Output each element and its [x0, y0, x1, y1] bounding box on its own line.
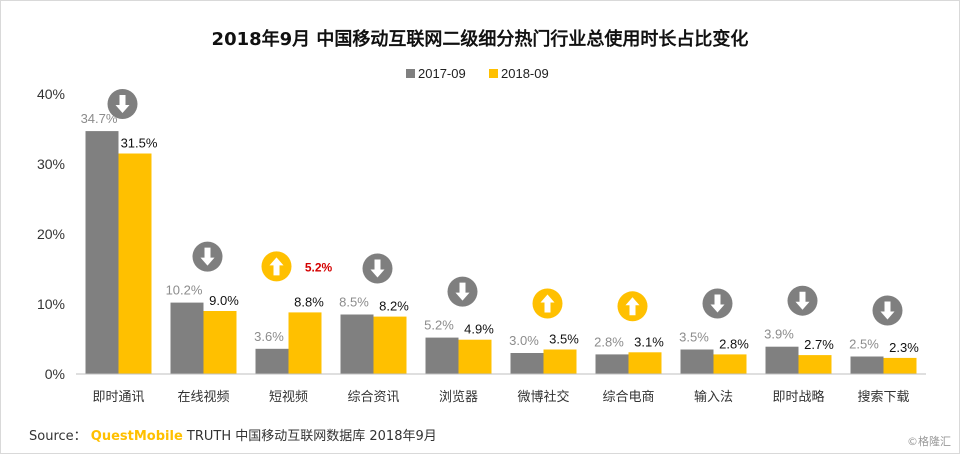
y-tick-label: 30% [37, 156, 65, 172]
arrow-down-icon [702, 288, 733, 319]
y-tick-label: 10% [37, 296, 65, 312]
arrow-up-icon [261, 251, 292, 282]
bar [850, 356, 884, 374]
arrow-down-icon [787, 285, 818, 316]
arrow-down-icon [447, 276, 478, 307]
bar [85, 131, 119, 374]
bar [765, 346, 799, 374]
bar-chart: 2018年9月 中国移动互联网二级细分热门行业总使用时长占比变化 2017-09… [37, 28, 926, 405]
data-label: 3.0% [509, 333, 539, 348]
data-label: 2.3% [889, 340, 919, 355]
data-label: 5.2% [424, 318, 454, 333]
source-note: Source： QuestMobile TRUTH 中国移动互联网数据库 201… [29, 425, 437, 444]
legend-label: 2017-09 [418, 66, 466, 81]
data-label: 2.8% [594, 334, 624, 349]
x-tick-label: 综合电商 [602, 390, 654, 405]
y-tick-label: 0% [45, 366, 65, 382]
bar [118, 153, 152, 374]
bar [595, 354, 629, 374]
arrow-down-icon [107, 89, 138, 119]
bar [340, 314, 374, 374]
bar [373, 316, 407, 374]
data-label: 34.7% [81, 111, 118, 126]
y-tick-label: 20% [37, 226, 65, 242]
y-axis: 0% 10% 20% 30% 40% [37, 86, 65, 382]
data-label: 10.2% [166, 283, 203, 298]
arrow-up-icon [532, 288, 563, 319]
legend-swatch [489, 69, 498, 78]
x-tick-label: 浏览器 [439, 389, 478, 405]
bar [543, 349, 577, 374]
legend-swatch [406, 69, 415, 78]
legend-label: 2018-09 [501, 66, 549, 81]
bar [425, 337, 459, 374]
data-label: 8.2% [379, 299, 409, 314]
x-tick-label: 微博社交 [517, 389, 569, 405]
annotation-label: 5.2% [305, 260, 333, 274]
data-label: 2.5% [849, 337, 879, 352]
bars [85, 131, 917, 374]
bar [628, 352, 662, 374]
legend: 2017-09 2018-09 [406, 66, 549, 81]
data-label: 8.5% [339, 295, 369, 310]
arrow-down-icon [362, 253, 393, 284]
bar [458, 339, 492, 374]
data-label: 2.7% [804, 337, 834, 352]
data-label: 31.5% [121, 136, 158, 151]
x-tick-label: 输入法 [694, 389, 733, 405]
data-label: 3.1% [634, 334, 664, 349]
source-prefix: Source： [29, 429, 87, 444]
y-tick-label: 40% [37, 86, 65, 102]
x-tick-label: 综合资讯 [347, 390, 399, 405]
x-tick-label: 即时战略 [772, 389, 824, 405]
bar [713, 354, 747, 374]
bar [883, 357, 917, 374]
bar [255, 348, 289, 374]
watermark: ©格隆汇 [907, 435, 951, 448]
source-brand: QuestMobile [90, 429, 183, 444]
bar [798, 355, 832, 374]
x-tick-label: 短视频 [269, 390, 308, 405]
data-label: 2.8% [719, 336, 749, 351]
x-axis: 即时通讯 在线视频 短视频 综合资讯 浏览器 微博社交 综合电商 输入法 即时战略 搜索下载 [76, 373, 926, 405]
bar [680, 349, 714, 374]
arrow-up-icon [617, 291, 648, 322]
source-rest: TRUTH 中国移动互联网数据库 2018年9月 [186, 429, 437, 444]
bar [288, 312, 322, 374]
data-label: 8.8% [294, 294, 324, 309]
arrow-down-icon [192, 241, 223, 272]
chart-title: 2018年9月 中国移动互联网二级细分热门行业总使用时长占比变化 [212, 28, 749, 50]
bar [203, 311, 237, 374]
x-tick-label: 即时通讯 [92, 390, 144, 405]
data-labels: 34.7%31.5% 10.2% 9.0% 3.6% 8.8% 8.5% 8.2% 5.2% 4… [81, 111, 920, 355]
x-tick-label: 搜索下载 [857, 390, 909, 405]
bar [170, 302, 204, 374]
bar [510, 353, 544, 374]
data-label: 3.9% [764, 327, 794, 342]
data-label: 3.5% [549, 332, 579, 347]
trend-icons: 5.2% [107, 89, 903, 326]
data-label: 4.9% [464, 322, 494, 337]
arrow-down-icon [872, 295, 903, 326]
data-label: 9.0% [209, 293, 239, 308]
x-tick-label: 在线视频 [177, 390, 229, 405]
data-label: 3.6% [254, 329, 284, 344]
data-label: 3.5% [679, 330, 709, 345]
